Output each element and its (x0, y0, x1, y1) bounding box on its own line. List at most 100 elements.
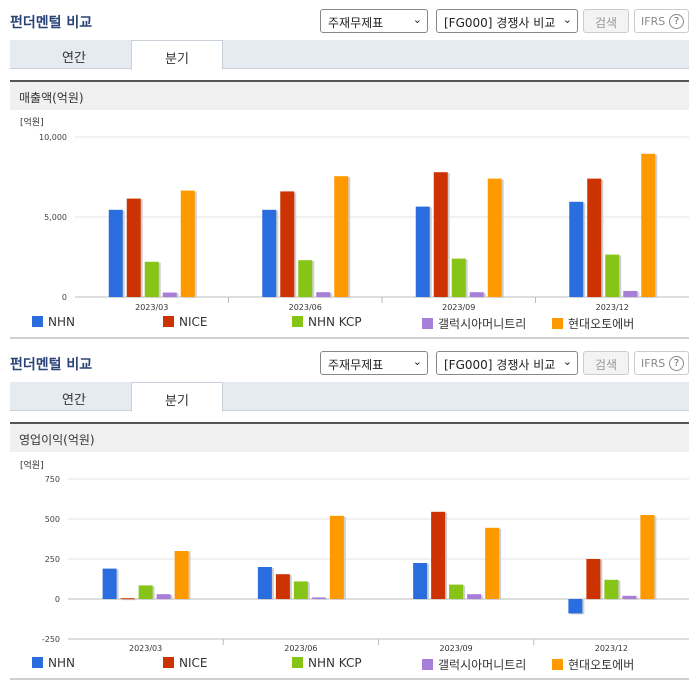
fundamental-panel-revenue: 펀더멘털 비교 주재무제표 ⌄ [FG000] 경쟁사 비교 ⌄ 검색 IFRS… (10, 9, 689, 339)
y-tick-label: 250 (45, 555, 60, 564)
bar (144, 261, 159, 297)
legend-item[interactable]: 갤럭시아머니트리 (422, 315, 526, 332)
bar (605, 254, 620, 297)
legend-swatch (552, 659, 563, 670)
bar-chart-svg: [억원] -250 0 250 500 750 2023/03 2023/06 2023/09 2… (20, 459, 689, 653)
panel-header: 펀더멘털 비교 주재무제표 ⌄ [FG000] 경쟁사 비교 ⌄ 검색 IFRS… (0, 342, 696, 378)
bar (469, 292, 484, 297)
bar (126, 198, 141, 297)
chevron-down-icon: ⌄ (412, 13, 422, 26)
bar-shadow (313, 598, 328, 600)
revenue-chart: [억원] 0 5,000 10,000 2023/03 2023/06 2023/09 202… (10, 115, 689, 311)
panel-title: 펀더멘털 비교 (10, 15, 93, 31)
search-button[interactable]: 검색 (583, 9, 629, 33)
bar (569, 201, 584, 297)
legend-swatch (163, 657, 174, 668)
help-icon: ? (669, 356, 684, 371)
bar (275, 574, 290, 599)
bar (587, 178, 602, 297)
bar (622, 595, 637, 599)
bar (156, 594, 171, 599)
bar (102, 568, 117, 599)
y-tick-label: 5,000 (44, 213, 67, 222)
ifrs-button[interactable]: IFRS ? (634, 351, 689, 375)
legend-swatch (163, 316, 174, 327)
legend-swatch (422, 659, 433, 670)
chevron-down-icon: ⌄ (562, 13, 572, 26)
ifrs-button[interactable]: IFRS ? (634, 9, 689, 33)
legend-item[interactable]: NHN (32, 315, 75, 329)
tab-annual[interactable]: 연간 (62, 393, 86, 408)
y-unit-label: [억원] (20, 116, 44, 128)
legend-item[interactable]: 현대오토에버 (552, 315, 634, 332)
y-tick-label: 0 (62, 293, 67, 302)
ifrs-label: IFRS (641, 15, 666, 28)
y-tick-label: 750 (45, 475, 60, 484)
y-tick-label: 0 (55, 595, 60, 604)
tab-annual[interactable]: 연간 (62, 51, 86, 66)
bar-chart-svg: [억원] 0 5,000 10,000 2023/03 2023/06 2023/09 202… (20, 116, 689, 311)
chevron-down-icon: ⌄ (412, 355, 422, 368)
bar (316, 292, 331, 297)
legend-swatch (422, 318, 433, 329)
bar (413, 563, 428, 599)
legend-swatch (292, 316, 303, 327)
statement-select[interactable]: 주재무제표 ⌄ (320, 9, 428, 33)
bar (433, 172, 448, 297)
peer-select[interactable]: [FG000] 경쟁사 비교 ⌄ (436, 351, 578, 375)
bar (487, 178, 502, 297)
section-header: 매출액(억원) (10, 80, 689, 110)
bar (451, 258, 466, 297)
legend-item[interactable]: NHN KCP (292, 315, 362, 329)
y-unit-label: [억원] (20, 459, 44, 471)
x-tick-label: 2023/03 (135, 303, 168, 311)
tab-quarterly[interactable]: 분기 (131, 40, 223, 70)
statement-select-value: 주재무제표 (328, 16, 384, 30)
x-tick-label: 2023/12 (596, 303, 629, 311)
legend-item[interactable]: NHN KCP (292, 656, 362, 670)
tab-quarterly[interactable]: 분기 (131, 382, 223, 412)
period-tabs: 연간 분기 (10, 40, 689, 70)
bar (262, 209, 277, 297)
section-title: 영업이익(억원) (19, 433, 95, 447)
bar (108, 209, 123, 297)
divider (10, 678, 689, 680)
bar (162, 292, 177, 297)
legend-item[interactable]: NICE (163, 656, 207, 670)
statement-select[interactable]: 주재무제표 ⌄ (320, 351, 428, 375)
x-tick-label: 2023/09 (442, 303, 475, 311)
statement-select-value: 주재무제표 (328, 358, 384, 372)
peer-select[interactable]: [FG000] 경쟁사 비교 ⌄ (436, 9, 578, 33)
operating-profit-chart: [억원] -250 0 250 500 750 2023/03 2023/06 2023/09 2… (10, 457, 689, 655)
bar (485, 527, 500, 599)
chevron-down-icon: ⌄ (562, 355, 572, 368)
bar (604, 579, 619, 599)
bar (174, 551, 189, 599)
bar (467, 594, 482, 599)
legend-item[interactable]: 갤럭시아머니트리 (422, 656, 526, 673)
ifrs-label: IFRS (641, 357, 666, 370)
fundamental-panel-operating-profit: 펀더멘털 비교 주재무제표 ⌄ [FG000] 경쟁사 비교 ⌄ 검색 IFRS… (0, 342, 696, 684)
section-title: 매출액(억원) (19, 91, 84, 105)
chart-legend: NHN NICE NHN KCP 갤럭시아머니트리 현대오토에버 (10, 656, 689, 674)
legend-label: 현대오토에버 (568, 317, 635, 331)
bar (415, 206, 430, 297)
legend-swatch (552, 318, 563, 329)
bar (293, 581, 308, 599)
legend-label: NHN KCP (308, 315, 362, 329)
bar (138, 585, 153, 599)
legend-label: 갤럭시아머니트리 (438, 317, 527, 331)
bar (180, 190, 195, 297)
x-tick-label: 2023/09 (440, 644, 473, 653)
legend-item[interactable]: 현대오토에버 (552, 656, 634, 673)
section-header: 영업이익(억원) (10, 422, 689, 452)
legend-item[interactable]: NICE (163, 315, 207, 329)
legend-item[interactable]: NHN (32, 656, 75, 670)
y-tick-label: -250 (42, 635, 60, 644)
bar (329, 515, 344, 599)
bar (586, 559, 601, 599)
bar (311, 597, 326, 599)
bar (568, 599, 583, 614)
bar (334, 176, 349, 297)
search-button[interactable]: 검색 (583, 351, 629, 375)
